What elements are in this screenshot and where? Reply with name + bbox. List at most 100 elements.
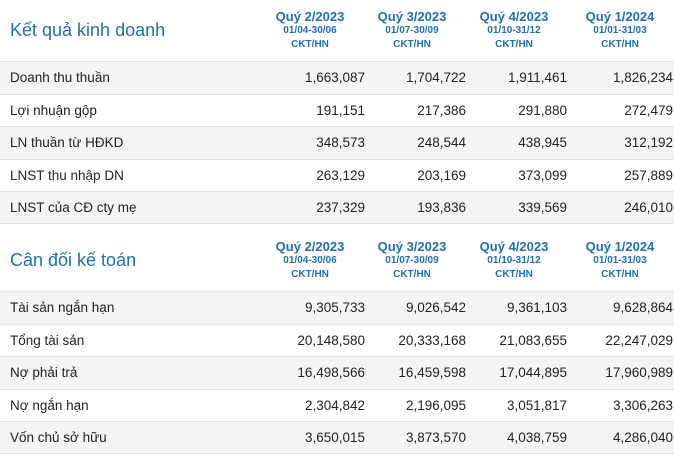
cell-value: 9,026,542 <box>405 300 466 316</box>
date-range: 01/01-31/03 <box>593 25 647 36</box>
data-table: Doanh thu thuần 1,663,087 1,704,722 1,91… <box>0 61 674 224</box>
table-row: Nợ phải trả 16,498,566 16,459,598 17,044… <box>0 356 674 389</box>
cell-value: 16,459,598 <box>398 365 466 381</box>
row-label: Tài sản ngắn hạn <box>10 300 115 316</box>
quarter-label[interactable]: Quý 3/2023 <box>377 238 447 254</box>
section-header: Kết quả kinh doanh Quý 2/2023 01/04-30/0… <box>0 0 674 61</box>
cell-value: 193,836 <box>417 200 466 216</box>
cell-value: 203,169 <box>417 168 466 184</box>
audit-type: CKT/HN <box>393 268 431 280</box>
audit-type: CKT/HN <box>495 39 533 50</box>
cell-value: 373,099 <box>518 168 567 184</box>
date-range: 01/04-30/06 <box>283 254 337 266</box>
row-label: LNST thu nhập DN <box>10 168 124 184</box>
cell-value: 257,889 <box>624 168 673 184</box>
cell-value: 20,148,580 <box>297 332 365 348</box>
column-header: Quý 4/2023 01/10-31/12 CKT/HN <box>462 230 566 291</box>
cell-value: 217,386 <box>417 102 466 118</box>
cell-value: 9,361,103 <box>506 300 567 316</box>
date-range: 01/10-31/12 <box>487 25 541 36</box>
quarter-label[interactable]: Quý 4/2023 <box>479 238 549 254</box>
date-range: 01/07-30/09 <box>385 25 439 36</box>
cell-value: 9,628,864 <box>612 300 673 316</box>
cell-value: 21,083,655 <box>499 332 567 348</box>
row-label: Vốn chủ sở hữu <box>10 430 107 446</box>
table-row: Doanh thu thuần 1,663,087 1,704,722 1,91… <box>0 61 674 94</box>
cell-value: 246,010 <box>624 200 673 216</box>
audit-type: CKT/HN <box>601 39 639 50</box>
section-header: Cân đối kế toán Quý 2/2023 01/04-30/06 C… <box>0 230 674 291</box>
balance-sheet-section: Cân đối kế toán Quý 2/2023 01/04-30/06 C… <box>0 230 674 454</box>
table-row: Nợ ngắn hạn 2,304,842 2,196,095 3,051,81… <box>0 388 674 422</box>
cell-value: 22,247,029 <box>605 332 673 348</box>
data-table: Tài sản ngắn hạn 9,305,733 9,026,542 9,3… <box>0 290 674 454</box>
cell-value: 272,479 <box>624 102 673 118</box>
column-header: Quý 2/2023 01/04-30/06 CKT/HN <box>258 0 362 61</box>
cell-value: 3,650,015 <box>304 430 365 446</box>
cell-value: 4,286,040 <box>612 430 673 446</box>
cell-value: 17,960,989 <box>605 365 673 381</box>
table-row: Lợi nhuận gộp 191,151 217,386 291,880 27… <box>0 93 674 127</box>
audit-type: CKT/HN <box>393 39 431 50</box>
audit-type: CKT/HN <box>601 268 639 280</box>
cell-value: 3,306,263 <box>612 398 673 414</box>
cell-value: 438,945 <box>518 135 567 151</box>
row-label: LN thuần từ HĐKD <box>10 135 124 151</box>
column-header: Quý 1/2024 01/01-31/03 CKT/HN <box>566 0 674 61</box>
quarter-label[interactable]: Quý 1/2024 <box>585 238 655 254</box>
cell-value: 17,044,895 <box>499 365 567 381</box>
row-label: LNST của CĐ cty mẹ <box>10 200 137 216</box>
date-range: 01/04-30/06 <box>283 25 337 36</box>
cell-value: 1,911,461 <box>507 70 567 86</box>
row-label: Lợi nhuận gộp <box>10 102 97 118</box>
cell-value: 16,498,566 <box>297 365 365 381</box>
table-row: Vốn chủ sở hữu 3,650,015 3,873,570 4,038… <box>0 421 674 454</box>
column-header: Quý 3/2023 01/07-30/09 CKT/HN <box>362 0 462 61</box>
date-range: 01/10-31/12 <box>487 254 541 266</box>
column-header: Quý 2/2023 01/04-30/06 CKT/HN <box>258 230 362 291</box>
date-range: 01/01-31/03 <box>593 254 647 266</box>
quarter-label[interactable]: Quý 2/2023 <box>275 238 345 254</box>
row-label: Nợ phải trả <box>10 365 78 381</box>
audit-type: CKT/HN <box>495 268 533 280</box>
cell-value: 348,573 <box>316 135 365 151</box>
table-row: Tổng tài sản 20,148,580 20,333,168 21,08… <box>0 323 674 357</box>
column-header: Quý 1/2024 01/01-31/03 CKT/HN <box>566 230 674 291</box>
cell-value: 291,880 <box>518 102 567 118</box>
date-range: 01/07-30/09 <box>385 254 439 266</box>
cell-value: 3,051,817 <box>506 398 567 414</box>
row-label: Nợ ngắn hạn <box>10 398 89 414</box>
quarter-label[interactable]: Quý 2/2023 <box>275 9 345 24</box>
table-row: LNST thu nhập DN 263,129 203,169 373,099… <box>0 158 674 192</box>
cell-value: 191,151 <box>316 102 365 118</box>
section-title: Cân đối kế toán <box>10 249 137 270</box>
column-header: Quý 4/2023 01/10-31/12 CKT/HN <box>462 0 566 61</box>
quarter-label[interactable]: Quý 3/2023 <box>377 9 447 24</box>
audit-type: CKT/HN <box>291 39 329 50</box>
row-label: Doanh thu thuần <box>10 70 110 86</box>
quarter-label[interactable]: Quý 4/2023 <box>479 9 549 24</box>
cell-value: 4,038,759 <box>506 430 567 446</box>
row-label: Tổng tài sản <box>10 332 85 348</box>
cell-value: 2,304,842 <box>304 398 365 414</box>
cell-value: 248,544 <box>417 135 466 151</box>
table-row: LN thuần từ HĐKD 348,573 248,544 438,945… <box>0 126 674 159</box>
cell-value: 1,826,234 <box>612 70 673 86</box>
audit-type: CKT/HN <box>291 268 329 280</box>
cell-value: 1,663,087 <box>304 70 365 86</box>
income-statement-section: Kết quả kinh doanh Quý 2/2023 01/04-30/0… <box>0 0 674 224</box>
cell-value: 263,129 <box>316 168 365 184</box>
column-header: Quý 3/2023 01/07-30/09 CKT/HN <box>362 230 462 291</box>
cell-value: 339,569 <box>518 200 567 216</box>
cell-value: 237,329 <box>316 200 365 216</box>
cell-value: 20,333,168 <box>398 332 466 348</box>
table-row: Tài sản ngắn hạn 9,305,733 9,026,542 9,3… <box>0 290 674 324</box>
table-row: LNST của CĐ cty mẹ 237,329 193,836 339,5… <box>0 191 674 224</box>
section-title: Kết quả kinh doanh <box>10 20 166 40</box>
cell-value: 9,305,733 <box>304 300 365 316</box>
cell-value: 3,873,570 <box>405 430 466 446</box>
quarter-label[interactable]: Quý 1/2024 <box>585 9 655 24</box>
cell-value: 312,192 <box>624 135 673 151</box>
cell-value: 1,704,722 <box>405 70 466 86</box>
cell-value: 2,196,095 <box>405 398 466 414</box>
